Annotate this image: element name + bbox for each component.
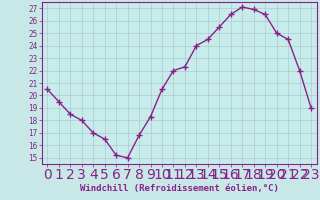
X-axis label: Windchill (Refroidissement éolien,°C): Windchill (Refroidissement éolien,°C) [80, 184, 279, 193]
